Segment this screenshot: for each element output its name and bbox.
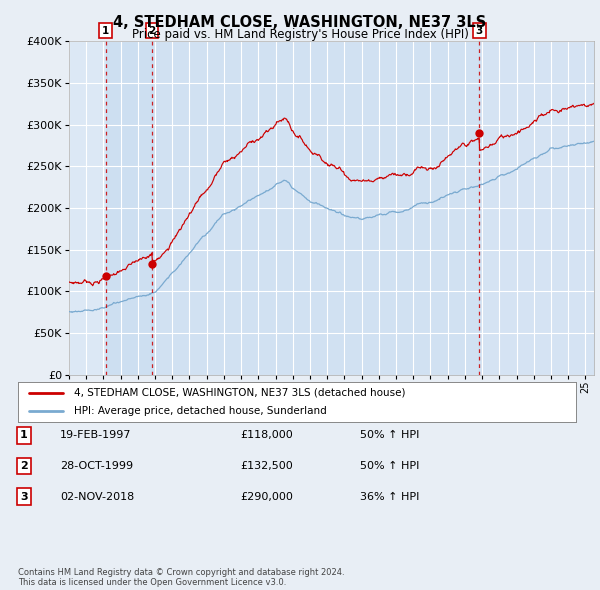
Bar bbox=[106, 41, 152, 375]
Text: £118,000: £118,000 bbox=[240, 431, 293, 440]
Text: Contains HM Land Registry data © Crown copyright and database right 2024.
This d: Contains HM Land Registry data © Crown c… bbox=[18, 568, 344, 587]
Text: 36% ↑ HPI: 36% ↑ HPI bbox=[360, 492, 419, 502]
Text: 3: 3 bbox=[20, 492, 28, 502]
Text: 1: 1 bbox=[20, 431, 28, 440]
Text: 2: 2 bbox=[149, 26, 156, 36]
Text: Price paid vs. HM Land Registry's House Price Index (HPI): Price paid vs. HM Land Registry's House … bbox=[131, 28, 469, 41]
Text: £132,500: £132,500 bbox=[240, 461, 293, 471]
Text: 50% ↑ HPI: 50% ↑ HPI bbox=[360, 461, 419, 471]
Text: 19-FEB-1997: 19-FEB-1997 bbox=[60, 431, 131, 440]
Text: £290,000: £290,000 bbox=[240, 492, 293, 502]
Text: 28-OCT-1999: 28-OCT-1999 bbox=[60, 461, 133, 471]
Text: 1: 1 bbox=[102, 26, 109, 36]
Text: 3: 3 bbox=[476, 26, 483, 36]
Bar bbox=[479, 41, 594, 375]
Text: 02-NOV-2018: 02-NOV-2018 bbox=[60, 492, 134, 502]
Bar bbox=[152, 41, 479, 375]
Text: HPI: Average price, detached house, Sunderland: HPI: Average price, detached house, Sund… bbox=[74, 406, 326, 416]
Text: 4, STEDHAM CLOSE, WASHINGTON, NE37 3LS (detached house): 4, STEDHAM CLOSE, WASHINGTON, NE37 3LS (… bbox=[74, 388, 406, 398]
Text: 4, STEDHAM CLOSE, WASHINGTON, NE37 3LS: 4, STEDHAM CLOSE, WASHINGTON, NE37 3LS bbox=[113, 15, 487, 30]
Text: 2: 2 bbox=[20, 461, 28, 471]
Text: 50% ↑ HPI: 50% ↑ HPI bbox=[360, 431, 419, 440]
